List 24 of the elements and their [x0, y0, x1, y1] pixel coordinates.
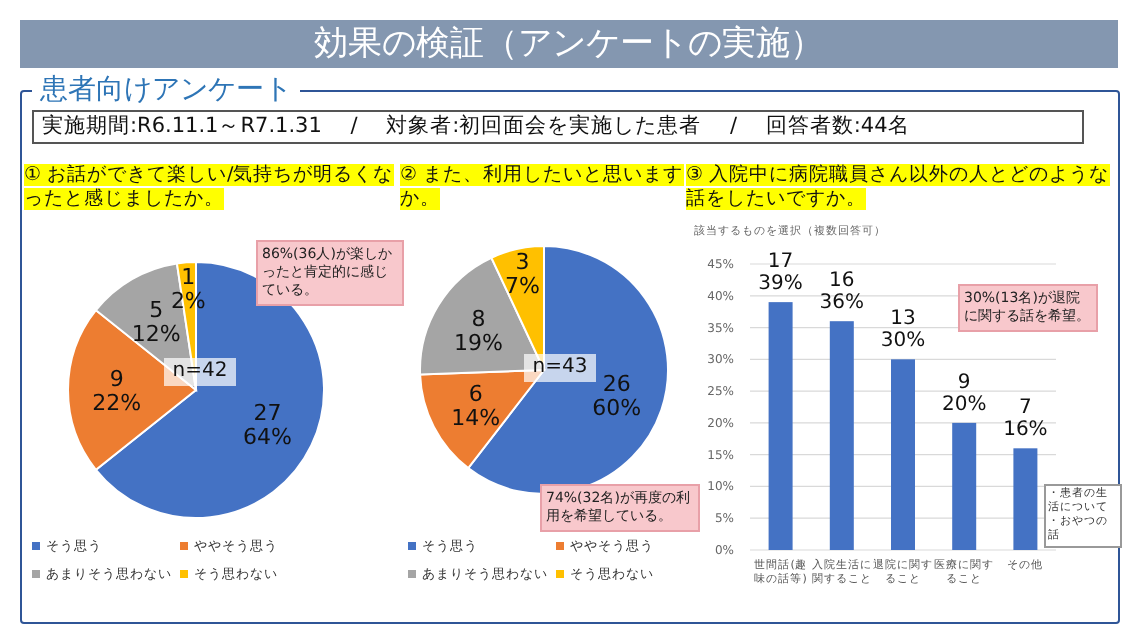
bar — [768, 302, 793, 550]
text: 実施期間:R6.11.1～R7.1.31 / 対象者:初回面会を実施した患者 / 回答者数:44名 — [32, 110, 1084, 144]
data-label: 27 64% — [243, 400, 292, 451]
data-label: 9 22% — [92, 366, 142, 416]
text: n=43 — [524, 354, 596, 382]
data-label: 3 7% — [504, 249, 540, 300]
data-label: 8 19% — [453, 305, 503, 356]
chart-title: ① お話ができて楽しい/気持ちが明るくなったと感じましたか。 — [24, 164, 394, 210]
data-label: 16 36% — [819, 270, 865, 315]
bar — [829, 321, 854, 550]
chart-title: ② また、利用したいと思いますか。 — [400, 164, 684, 210]
data-label: 7 16% — [1003, 397, 1048, 442]
data-label: 17 39% — [758, 251, 803, 296]
text: n=42 — [164, 358, 236, 386]
data-label: 26 60% — [592, 370, 642, 421]
bar — [1013, 448, 1038, 550]
text: 効果の検証（アンケートの実施） — [20, 20, 1118, 68]
bar — [891, 359, 915, 550]
bar — [952, 422, 977, 550]
data-label: 13 30% — [880, 308, 926, 353]
chart-title: ③ 入院中に病院職員さん以外の人とどのような話をしたいですか。 — [686, 164, 1110, 210]
data-label: 6 14% — [451, 381, 501, 432]
data-label: 9 20% — [941, 371, 987, 416]
text: 患者向けアンケート — [32, 72, 300, 108]
